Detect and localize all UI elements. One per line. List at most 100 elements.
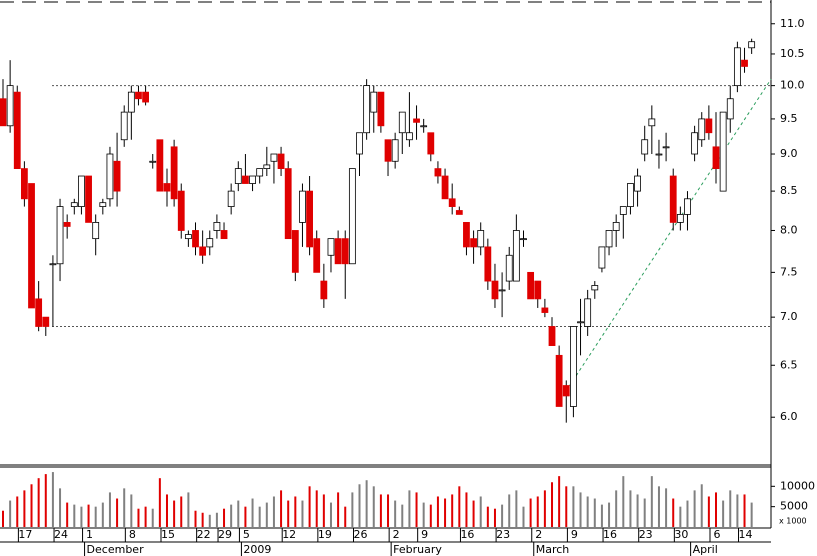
candle-body — [484, 246, 492, 282]
y-tick-label: 11.0 — [780, 17, 805, 30]
x-tick-label: 23 — [496, 528, 510, 541]
candle-body — [334, 238, 342, 265]
candle-body — [698, 118, 706, 141]
candle-body — [341, 238, 349, 265]
volume-bar — [94, 506, 97, 527]
candle-body — [249, 175, 256, 184]
candle-body — [306, 190, 313, 248]
candle-body — [277, 153, 285, 170]
x-tick-label: 9 — [421, 528, 428, 541]
candle-body — [113, 160, 121, 192]
candle-body — [591, 285, 599, 291]
volume-bar — [59, 488, 62, 527]
candle-body — [170, 146, 178, 200]
volume-bar — [208, 514, 211, 527]
candle-body — [313, 238, 321, 273]
candle-body — [142, 91, 150, 103]
candle-body — [177, 190, 185, 231]
volume-bar — [144, 506, 147, 527]
volume-bar — [707, 496, 710, 527]
volume-bar — [422, 502, 425, 527]
candle-body — [570, 326, 577, 407]
volume-bar — [358, 484, 361, 527]
candle-body — [163, 183, 171, 192]
volume-bar — [265, 502, 268, 527]
volume-bar — [23, 490, 26, 527]
volume-bar — [408, 490, 411, 527]
candle-body — [78, 175, 85, 207]
volume-bar — [636, 494, 639, 527]
candle-body — [206, 238, 214, 248]
volume-bar — [66, 502, 69, 527]
candle-body — [463, 222, 470, 248]
volume-bar — [750, 502, 753, 527]
volume-bar — [394, 500, 397, 527]
y-tick-label: 6.0 — [780, 410, 798, 423]
volume-bar — [344, 506, 347, 527]
x-tick-label: 14 — [739, 528, 753, 541]
month-label: February — [393, 543, 442, 556]
x-tick-label: 16 — [603, 528, 617, 541]
candle-body — [548, 326, 556, 346]
x-tick-label: 15 — [161, 528, 175, 541]
candle-body — [420, 125, 428, 128]
volume-bar — [657, 486, 660, 527]
volume-bar — [508, 494, 511, 527]
volume-bar — [351, 492, 354, 527]
x-tick-label: 9 — [571, 528, 578, 541]
volume-bar — [158, 478, 161, 527]
candle-body — [49, 263, 57, 266]
y-tick-label: 8.5 — [780, 184, 798, 197]
volume-bar — [608, 502, 611, 527]
volume-bar — [693, 490, 696, 527]
x-tick-label: 24 — [54, 528, 68, 541]
volume-bar — [679, 506, 682, 527]
volume-bar — [44, 474, 47, 527]
x-tick-label: 19 — [318, 528, 332, 541]
volume-bar — [294, 496, 297, 527]
candle-body — [149, 160, 157, 163]
x-tick-label: 8 — [129, 528, 136, 541]
volume-bar — [180, 496, 183, 527]
volume-bar — [130, 494, 133, 527]
x-tick-label: 5 — [243, 528, 250, 541]
candle-body — [719, 111, 727, 192]
candle-body — [363, 85, 371, 134]
volume-bar — [101, 502, 104, 527]
volume-bar — [301, 500, 304, 527]
candle-body — [655, 153, 663, 156]
x-tick-label: 17 — [18, 528, 32, 541]
volume-bar — [365, 480, 368, 527]
x-tick-label: 16 — [460, 528, 474, 541]
volume-bar — [30, 484, 33, 527]
volume-bar — [329, 502, 332, 527]
volume-bar — [230, 504, 233, 527]
volume-bar — [551, 482, 554, 527]
candle-body — [584, 298, 592, 327]
candle-body — [384, 139, 392, 162]
volume-bar — [215, 512, 218, 527]
x-tick-label: 29 — [218, 528, 232, 541]
candle-body — [127, 91, 135, 113]
volume-bar — [479, 496, 482, 527]
volume-bar — [51, 472, 54, 527]
volume-bar — [444, 498, 447, 527]
volume-bar — [593, 498, 596, 527]
volume-bar — [458, 486, 461, 527]
y-tick-label: 10.5 — [780, 47, 805, 60]
volume-bar — [372, 486, 375, 527]
volume-bar — [308, 486, 311, 527]
volume-bar — [722, 500, 725, 527]
candle-body — [184, 234, 192, 240]
candle-body — [28, 183, 35, 309]
volume-bar — [615, 490, 618, 527]
volume-bar — [9, 500, 12, 527]
volume-bar — [116, 498, 119, 527]
volume-tick-label: 10000 — [780, 479, 815, 492]
volume-bar — [486, 506, 489, 527]
volume-bar — [194, 510, 197, 527]
month-label: 2009 — [243, 543, 271, 556]
candle-body — [391, 139, 399, 162]
volume-bar — [87, 504, 90, 527]
